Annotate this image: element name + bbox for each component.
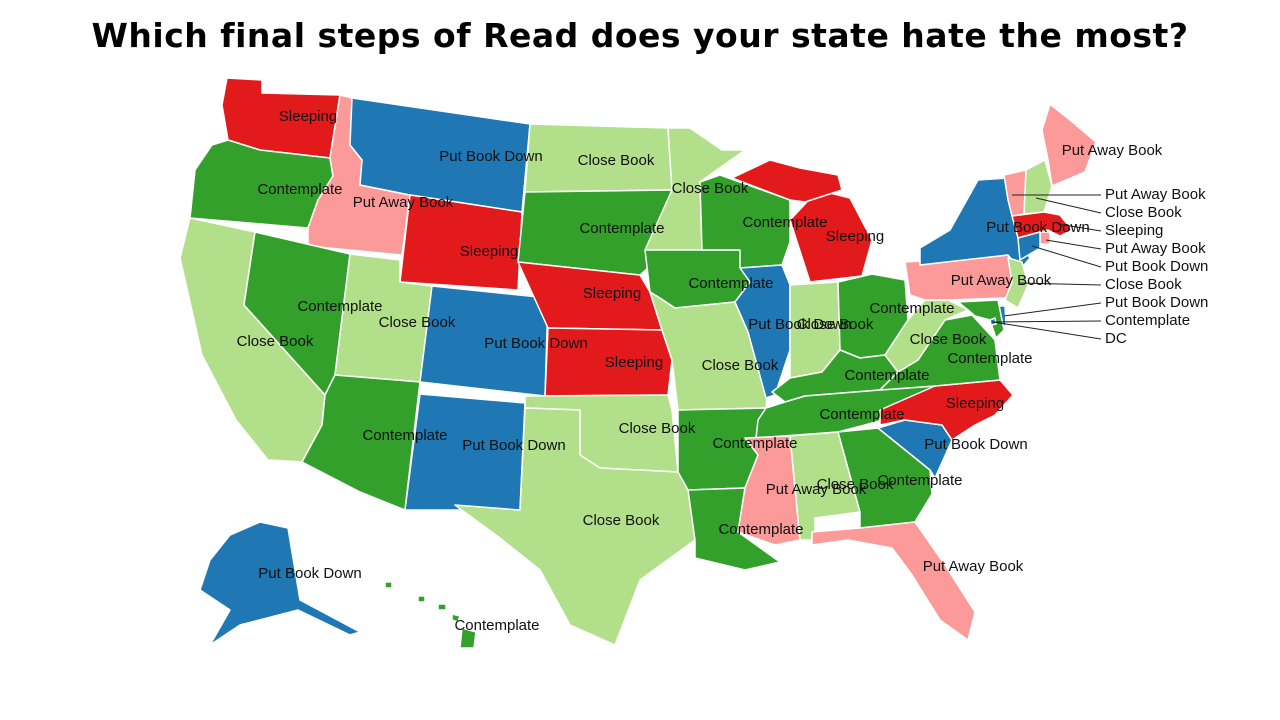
leader-lines	[991, 194, 1102, 340]
state-label-al: Close Book	[817, 476, 894, 493]
state-label-hi: Contemplate	[454, 617, 539, 634]
state-label-nv: Contemplate	[297, 298, 382, 315]
state-label-mi: Sleeping	[826, 228, 884, 245]
state-label-ny: Put Book Down	[986, 219, 1089, 236]
state-label-de: Put Book Down	[1105, 294, 1208, 311]
state-label-vt: Put Away Book	[1105, 186, 1206, 203]
leader-line-ri	[1045, 239, 1102, 250]
state-label-md: Contemplate	[1105, 312, 1190, 329]
state-hi-part	[437, 603, 447, 611]
state-label-oh: Contemplate	[869, 300, 954, 317]
state-label-in: Close Book	[797, 316, 874, 333]
state-label-tn: Contemplate	[819, 406, 904, 423]
state-hi-part	[417, 595, 426, 603]
state-label-ms: Put Away Book	[766, 481, 867, 498]
state-label-ky: Contemplate	[844, 367, 929, 384]
state-nh	[1023, 159, 1053, 215]
state-label-pa: Put Away Book	[951, 272, 1052, 289]
state-me	[1041, 103, 1097, 187]
state-label-sc: Put Book Down	[924, 436, 1027, 453]
state-ks	[544, 327, 673, 397]
state-label-ca: Close Book	[237, 333, 314, 350]
state-label-mt: Put Book Down	[439, 148, 542, 165]
state-label-ak: Put Book Down	[258, 565, 361, 582]
state-label-co: Put Book Down	[484, 335, 587, 352]
state-label-sd: Contemplate	[579, 220, 664, 237]
state-label-nd: Close Book	[578, 152, 655, 169]
state-mi-part	[731, 159, 843, 203]
state-label-wi: Contemplate	[742, 214, 827, 231]
state-label-wy: Sleeping	[460, 243, 518, 260]
state-md	[957, 299, 1005, 339]
leader-line-ma	[1057, 223, 1102, 232]
state-label-mn: Close Book	[672, 180, 749, 197]
state-label-ga: Contemplate	[877, 472, 962, 489]
state-tx	[454, 407, 696, 646]
state-hi	[384, 581, 393, 589]
state-label-dc: DC	[1105, 330, 1127, 347]
state-label-az: Contemplate	[362, 427, 447, 444]
leader-line-nj	[1019, 282, 1102, 286]
state-nj	[1004, 257, 1029, 309]
state-label-la: Contemplate	[718, 521, 803, 538]
state-label-wv: Close Book	[910, 331, 987, 348]
state-label-wa: Sleeping	[279, 108, 337, 125]
state-label-nh: Close Book	[1105, 204, 1182, 221]
state-il	[734, 264, 791, 399]
state-az	[301, 374, 421, 511]
state-label-ct: Put Book Down	[1105, 258, 1208, 275]
leader-line-ct	[1031, 245, 1102, 268]
state-label-id: Put Away Book	[353, 194, 454, 211]
state-hi-part	[459, 627, 477, 649]
states-layer	[179, 77, 1097, 649]
state-label-nm: Put Book Down	[462, 437, 565, 454]
state-label-ok: Close Book	[619, 420, 696, 437]
state-fl	[811, 521, 976, 641]
state-label-ne: Sleeping	[583, 285, 641, 302]
state-label-ma: Sleeping	[1105, 222, 1163, 239]
state-hi-part	[451, 613, 461, 623]
state-label-ut: Close Book	[379, 314, 456, 331]
leader-line-md	[991, 320, 1102, 323]
state-label-mo: Close Book	[702, 357, 779, 374]
state-label-ks: Sleeping	[605, 354, 663, 371]
state-label-nc: Sleeping	[946, 395, 1004, 412]
state-label-or: Contemplate	[257, 181, 342, 198]
map-title: Which final steps of Read does your stat…	[91, 16, 1189, 55]
state-label-nj: Close Book	[1105, 276, 1182, 293]
state-label-tx: Close Book	[583, 512, 660, 529]
leader-line-de	[1003, 302, 1102, 317]
state-label-ri: Put Away Book	[1105, 240, 1206, 257]
state-label-va: Contemplate	[947, 350, 1032, 367]
state-label-il: Put Book Down	[748, 316, 851, 333]
state-label-ia: Contemplate	[688, 275, 773, 292]
state-label-fl: Put Away Book	[923, 558, 1024, 575]
state-label-me: Put Away Book	[1062, 142, 1163, 159]
leader-line-nh	[1035, 197, 1102, 214]
state-wy	[399, 194, 523, 291]
state-ak	[199, 521, 361, 646]
state-label-ar: Contemplate	[712, 435, 797, 452]
leader-line-dc	[992, 321, 1102, 340]
